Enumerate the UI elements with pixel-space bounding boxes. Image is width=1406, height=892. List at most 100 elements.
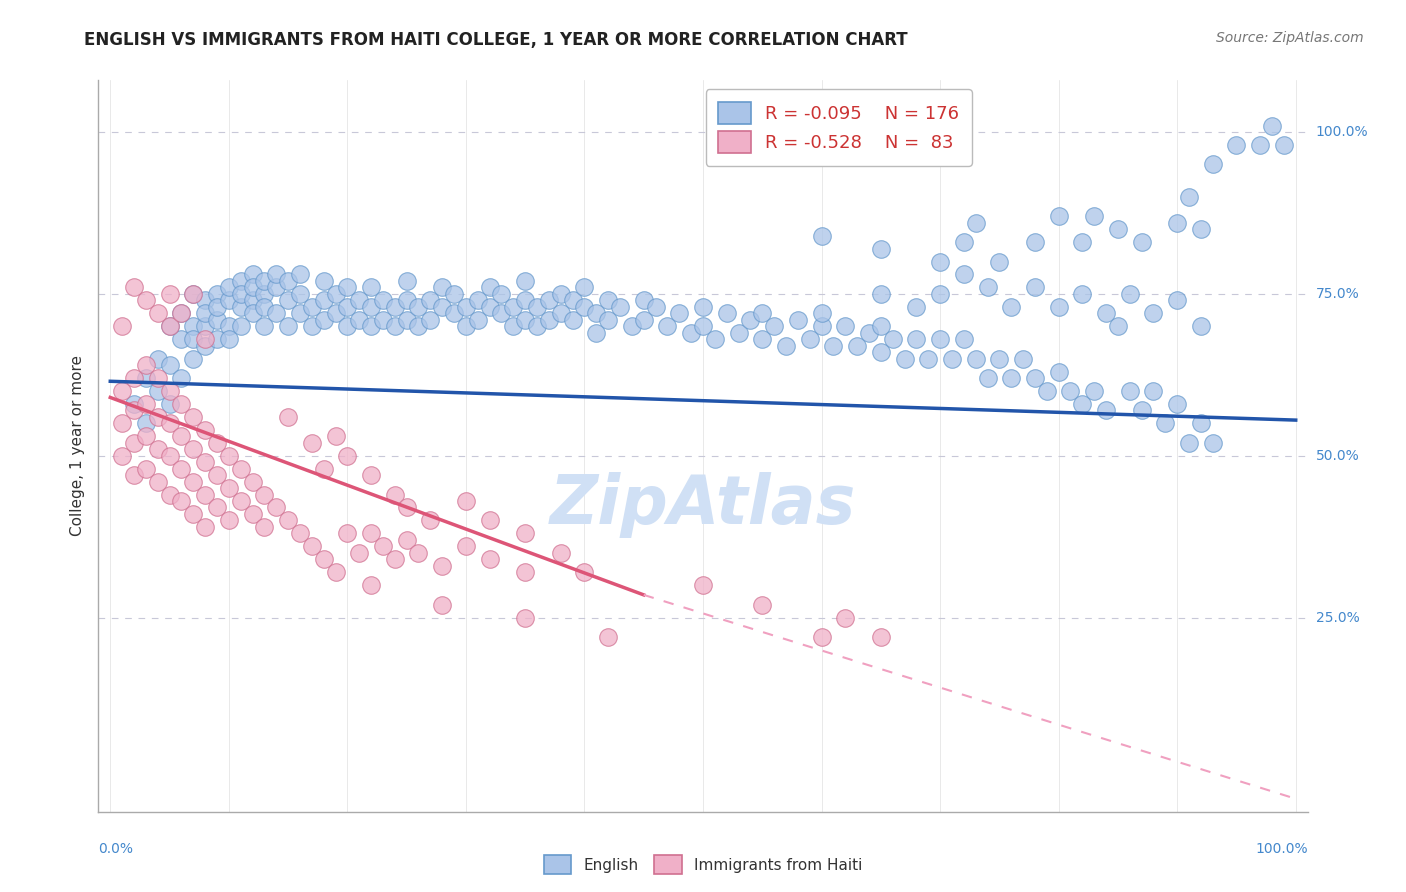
Point [146,351,169,366]
Point [205,332,228,346]
Point [515,293,537,308]
Point [159,449,181,463]
Point [1178,190,1201,204]
Point [1083,384,1105,398]
Point [1202,157,1225,171]
Point [1095,403,1118,417]
Point [751,332,773,346]
Point [692,319,714,334]
Point [432,280,454,294]
Point [858,326,880,340]
Point [218,449,240,463]
Point [1166,397,1188,411]
Text: ZipAtlas: ZipAtlas [550,472,856,538]
Point [301,300,323,314]
Point [336,319,359,334]
Point [146,409,169,424]
Point [325,429,347,443]
Point [1142,306,1164,320]
Point [395,312,418,326]
Text: 75.0%: 75.0% [1316,287,1360,301]
Point [502,300,524,314]
Point [598,312,620,326]
Point [205,312,228,326]
Point [242,507,264,521]
Point [135,429,157,443]
Point [301,539,323,553]
Point [371,312,394,326]
Point [502,319,524,334]
Point [834,610,856,624]
Point [408,300,430,314]
Point [122,397,145,411]
Point [122,435,145,450]
Point [242,475,264,489]
Point [905,300,928,314]
Point [443,306,465,320]
Point [205,300,228,314]
Point [1166,293,1188,308]
Point [395,274,418,288]
Point [253,487,276,501]
Point [965,216,987,230]
Point [929,254,952,268]
Point [277,293,299,308]
Point [1071,235,1094,249]
Point [1083,209,1105,223]
Point [288,306,311,320]
Point [478,280,501,294]
Point [288,526,311,541]
Point [170,332,193,346]
Point [454,539,477,553]
Point [277,319,299,334]
Point [467,312,489,326]
Point [775,339,797,353]
Point [181,475,204,489]
Point [371,293,394,308]
Point [242,306,264,320]
Point [526,319,548,334]
Point [491,306,513,320]
Point [181,286,204,301]
Point [574,566,596,580]
Point [229,494,252,508]
Point [135,293,157,308]
Point [941,351,963,366]
Point [336,280,359,294]
Point [194,520,217,534]
Point [170,494,193,508]
Point [205,435,228,450]
Point [301,319,323,334]
Point [515,566,537,580]
Point [146,442,169,457]
Point [454,494,477,508]
Point [264,306,287,320]
Point [727,326,749,340]
Point [360,468,382,483]
Point [1047,365,1070,379]
Point [218,319,240,334]
Point [515,526,537,541]
Point [288,268,311,282]
Text: ENGLISH VS IMMIGRANTS FROM HAITI COLLEGE, 1 YEAR OR MORE CORRELATION CHART: ENGLISH VS IMMIGRANTS FROM HAITI COLLEGE… [84,31,908,49]
Point [122,280,145,294]
Point [347,546,370,560]
Point [395,533,418,547]
Point [1107,222,1129,236]
Point [159,397,181,411]
Point [692,300,714,314]
Point [159,487,181,501]
Point [253,300,276,314]
Point [408,319,430,334]
Text: 0.0%: 0.0% [98,842,134,856]
Point [181,409,204,424]
Point [598,630,620,644]
Point [242,268,264,282]
Point [537,312,560,326]
Point [681,326,703,340]
Point [301,435,323,450]
Point [976,280,998,294]
Point [988,254,1011,268]
Point [194,455,217,469]
Point [478,552,501,566]
